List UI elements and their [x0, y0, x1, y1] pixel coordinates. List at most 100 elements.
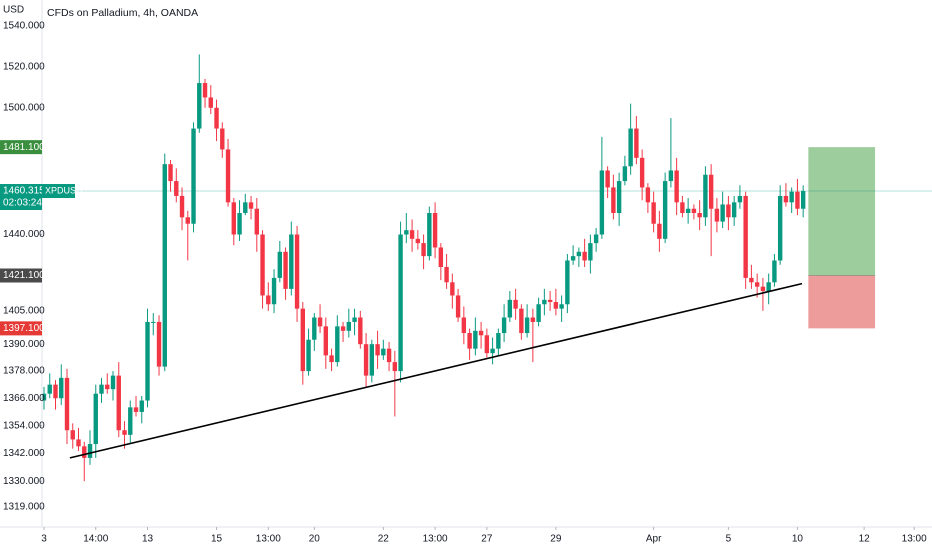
stop-label-bg: [0, 321, 42, 336]
x-tick-label: 20: [309, 534, 321, 545]
candle-body: [662, 181, 668, 239]
candle-body: [139, 400, 144, 412]
candle-body: [651, 202, 656, 224]
candle-body: [800, 191, 806, 209]
candle-body: [708, 174, 714, 209]
candle-body: [93, 393, 98, 445]
candle-body: [340, 326, 346, 331]
x-tick-label: 12: [859, 534, 871, 545]
candle-body: [105, 384, 110, 390]
x-tick-label: 13:00: [256, 534, 281, 545]
candle-body: [404, 230, 409, 235]
y-tick-label: 1378.000: [3, 366, 45, 377]
countdown-label: 02:03:24: [3, 198, 42, 209]
candle-body: [59, 377, 64, 399]
x-tick-label: 22: [378, 534, 390, 545]
candle-body: [438, 247, 444, 267]
candle-body: [611, 187, 616, 214]
candle-body: [473, 330, 478, 349]
candle-body: [87, 444, 93, 458]
candle-body: [237, 213, 242, 235]
candle-body: [254, 208, 259, 235]
entry-label: 1421.100: [3, 270, 45, 281]
candle-body: [432, 213, 438, 248]
candle-body: [766, 282, 771, 292]
candle-body: [547, 299, 553, 303]
candle-body: [312, 317, 317, 340]
x-tick-label: Apr: [646, 534, 662, 545]
candle-body: [634, 128, 639, 158]
candle-body: [283, 251, 288, 289]
plot-area: [41, 54, 932, 482]
candle-body: [703, 174, 708, 218]
candle-body: [323, 326, 329, 356]
y-tick-label: 1440.000: [3, 229, 45, 240]
candle-body: [156, 321, 162, 367]
candle-body: [47, 384, 52, 394]
target-zone: [808, 147, 876, 276]
x-tick-label: 5: [726, 534, 732, 545]
candle-body: [668, 170, 674, 182]
candle-body: [795, 191, 800, 209]
candle-body: [777, 195, 783, 261]
candle-body: [605, 170, 610, 188]
candle-body: [461, 317, 467, 334]
candle-body: [185, 217, 190, 224]
x-tick-label: 27: [481, 534, 493, 545]
candle-body: [128, 407, 133, 435]
candle-body: [484, 335, 490, 354]
candle-body: [381, 348, 386, 356]
stop-zone: [808, 275, 876, 329]
candle-body: [329, 355, 334, 363]
candle-body: [99, 384, 104, 394]
candle-body: [553, 302, 559, 309]
candle-body: [179, 195, 185, 218]
candle-body: [478, 330, 484, 336]
candle-body: [363, 344, 369, 376]
candle-body: [427, 213, 432, 257]
candle-body: [490, 348, 495, 354]
candle-body: [317, 317, 323, 327]
candle-body: [197, 83, 202, 129]
candle-body: [41, 393, 47, 401]
candle-body: [657, 223, 662, 239]
candle-body: [628, 128, 633, 167]
x-tick-label: 10: [792, 534, 804, 545]
y-tick-label: 1390.000: [3, 339, 45, 350]
candle-body: [674, 170, 679, 203]
candle-body: [616, 181, 622, 214]
candle-body: [772, 260, 777, 283]
candle-body: [789, 191, 794, 203]
candle-body: [151, 321, 156, 323]
candle-body: [231, 202, 236, 235]
candle-body: [70, 430, 75, 440]
candle-body: [726, 204, 731, 218]
candle-body: [174, 181, 179, 196]
candle-body: [731, 202, 737, 218]
symbol-label: XPDUSD: [45, 185, 83, 195]
candle-body: [266, 295, 271, 305]
candle-body: [691, 208, 697, 214]
candle-body: [162, 164, 167, 367]
candle-body: [680, 202, 685, 214]
candle-body: [697, 213, 702, 218]
candle-body: [208, 97, 213, 108]
candle-body: [415, 238, 421, 244]
candle-body: [582, 251, 587, 261]
x-tick-label: 29: [550, 534, 562, 545]
candle-body: [450, 282, 455, 296]
candle-body: [398, 234, 403, 372]
candle-body: [243, 202, 248, 214]
candle-body: [599, 170, 605, 235]
candle-body: [392, 362, 398, 372]
candle-body: [289, 234, 294, 289]
candle-body: [593, 234, 599, 244]
candle-body: [225, 149, 231, 203]
candle-body: [64, 377, 70, 431]
candle-body: [82, 446, 87, 458]
symbol-bg: [42, 184, 75, 199]
entry-label-bg: [0, 268, 42, 283]
